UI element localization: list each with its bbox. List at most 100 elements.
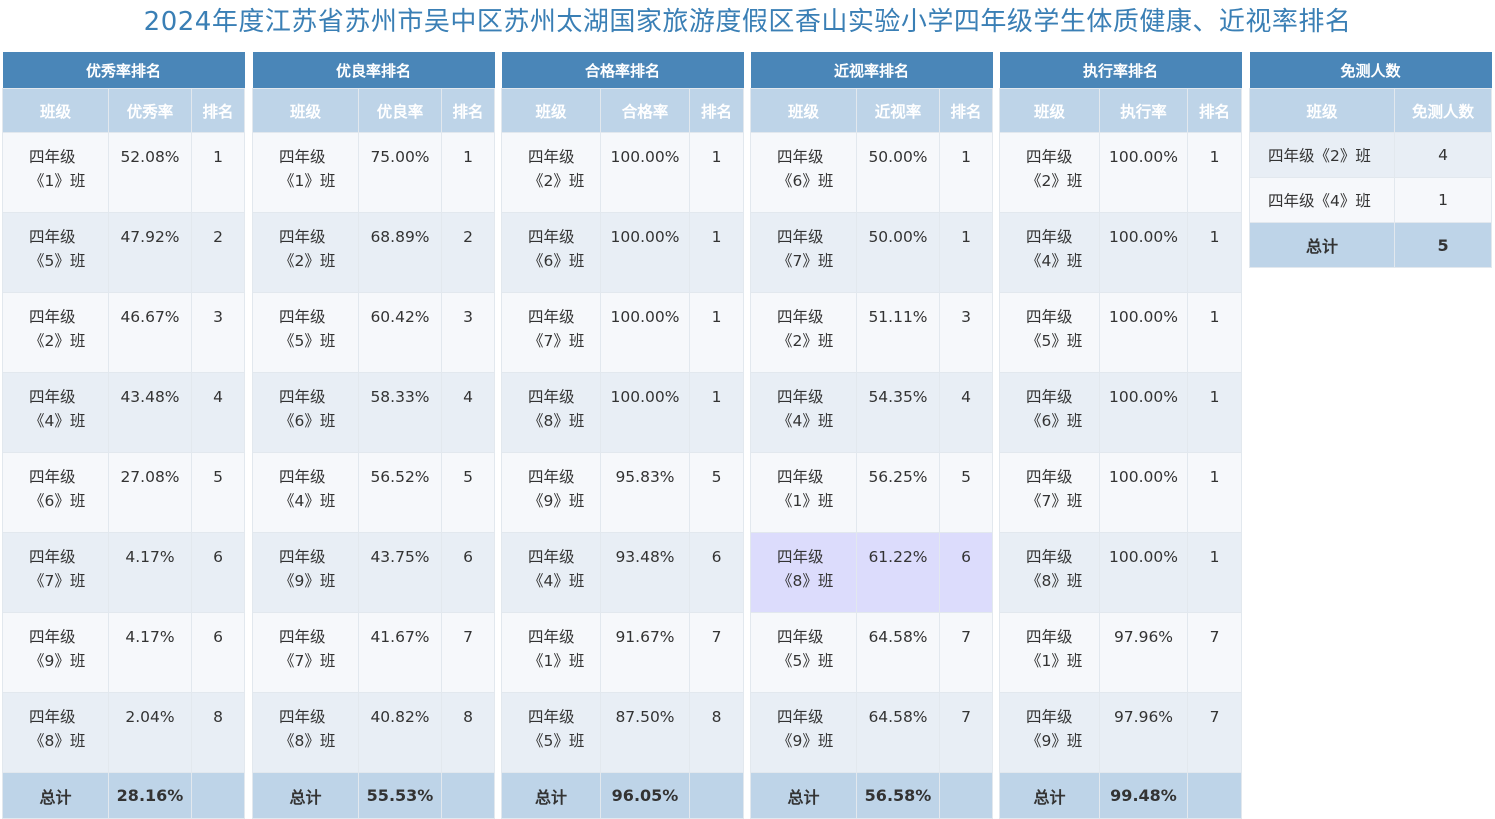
class-name: 四年级 《6》班 xyxy=(501,212,601,293)
class-name: 四年级 《7》班 xyxy=(501,292,601,373)
rank-value: 5 xyxy=(688,452,745,533)
class-name: 四年级 《1》班 xyxy=(999,612,1100,693)
table-row: 四年级 《5》班 64.58% 7 xyxy=(750,612,994,693)
total-row: 总计 5 xyxy=(1249,222,1493,268)
column-header-rate: 近视率 xyxy=(856,88,940,133)
table-row: 四年级 《9》班 4.17% 6 xyxy=(2,612,246,693)
rank-value: 1 xyxy=(688,372,745,453)
rate-value: 56.52% xyxy=(358,452,442,533)
rate-value: 46.67% xyxy=(108,292,192,373)
column-header-rate: 优秀率 xyxy=(108,88,192,133)
column-header-class: 班级 xyxy=(252,88,359,133)
rate-value: 54.35% xyxy=(856,372,940,453)
table-row: 四年级 《5》班 100.00% 1 xyxy=(999,292,1243,373)
ranking-table-myopia: 近视率排名 班级 近视率 排名 四年级 《6》班 50.00% 1 四年级 《7》班 50… xyxy=(750,52,994,819)
rank-value: 1 xyxy=(688,212,745,293)
rank-value: 1 xyxy=(190,132,246,213)
table-row-highlighted: 四年级 《8》班 61.22% 6 xyxy=(750,532,994,613)
table-row: 四年级 《4》班 56.52% 5 xyxy=(252,452,496,533)
exempt-count: 4 xyxy=(1393,132,1493,178)
column-header-class: 班级 xyxy=(2,88,109,133)
rank-value: 1 xyxy=(688,132,745,213)
total-label: 总计 xyxy=(1249,222,1395,268)
class-name: 四年级 《1》班 xyxy=(2,132,109,213)
table-row: 四年级 《4》班 93.48% 6 xyxy=(501,532,745,613)
rate-value: 47.92% xyxy=(108,212,192,293)
rank-value: 6 xyxy=(190,532,246,613)
rank-value: 4 xyxy=(938,372,994,453)
table-row: 四年级 《6》班 100.00% 1 xyxy=(999,372,1243,453)
table-heading: 合格率排名 xyxy=(501,52,744,89)
rank-value: 1 xyxy=(1186,212,1243,293)
rank-value: 5 xyxy=(440,452,496,533)
rate-value: 100.00% xyxy=(1099,132,1188,213)
table-row: 四年级 《1》班 52.08% 1 xyxy=(2,132,246,213)
table-row: 四年级 《2》班 51.11% 3 xyxy=(750,292,994,373)
table-row: 四年级 《5》班 60.42% 3 xyxy=(252,292,496,373)
rate-value: 100.00% xyxy=(600,372,690,453)
ranking-table-execution: 执行率排名 班级 执行率 排名 四年级 《2》班 100.00% 1 四年级 《4》班 1… xyxy=(999,52,1243,819)
total-value: 56.58% xyxy=(856,772,940,819)
column-header-rate: 优良率 xyxy=(358,88,442,133)
rate-value: 100.00% xyxy=(600,292,690,373)
table-row: 四年级 《4》班 100.00% 1 xyxy=(999,212,1243,293)
class-name: 四年级 《9》班 xyxy=(252,532,359,613)
table-heading: 执行率排名 xyxy=(999,52,1242,89)
rank-value: 5 xyxy=(190,452,246,533)
class-name: 四年级 《8》班 xyxy=(999,532,1100,613)
total-value: 99.48% xyxy=(1099,772,1188,819)
ranking-table-good: 优良率排名 班级 优良率 排名 四年级 《1》班 75.00% 1 四年级 《2》班 68… xyxy=(252,52,496,819)
total-row: 总计 99.48% xyxy=(999,772,1243,819)
total-row: 总计 28.16% xyxy=(2,772,246,819)
rate-value: 100.00% xyxy=(1099,212,1188,293)
table-row: 四年级 《8》班 100.00% 1 xyxy=(501,372,745,453)
rate-value: 27.08% xyxy=(108,452,192,533)
class-name: 四年级 《6》班 xyxy=(999,372,1100,453)
rate-value: 58.33% xyxy=(358,372,442,453)
column-header-rank: 排名 xyxy=(938,88,994,133)
rank-value: 7 xyxy=(440,612,496,693)
rank-value: 1 xyxy=(1186,452,1243,533)
column-header-rate: 执行率 xyxy=(1099,88,1188,133)
rank-value: 2 xyxy=(440,212,496,293)
column-header-class: 班级 xyxy=(501,88,601,133)
rank-value: 1 xyxy=(938,212,994,293)
total-label: 总计 xyxy=(252,772,359,819)
column-header-rank: 排名 xyxy=(1186,88,1243,133)
rate-value: 60.42% xyxy=(358,292,442,373)
table-row: 四年级 《7》班 50.00% 1 xyxy=(750,212,994,293)
rank-value: 3 xyxy=(440,292,496,373)
total-row: 总计 55.53% xyxy=(252,772,496,819)
class-name: 四年级 《5》班 xyxy=(750,612,857,693)
rate-value: 100.00% xyxy=(1099,292,1188,373)
total-value: 55.53% xyxy=(358,772,442,819)
total-row: 总计 56.58% xyxy=(750,772,994,819)
exempt-count: 1 xyxy=(1393,177,1493,223)
column-header-class: 班级 xyxy=(750,88,857,133)
table-heading: 优良率排名 xyxy=(252,52,495,89)
rate-value: 41.67% xyxy=(358,612,442,693)
class-name: 四年级《2》班 xyxy=(999,132,1100,213)
class-name: 四年级 《7》班 xyxy=(252,612,359,693)
column-header-exempt-count: 免测人数 xyxy=(1393,88,1493,133)
rank-value: 6 xyxy=(938,532,994,613)
total-value: 96.05% xyxy=(600,772,690,819)
rank-value: 1 xyxy=(938,132,994,213)
table-heading: 近视率排名 xyxy=(750,52,993,89)
table-heading: 优秀率排名 xyxy=(2,52,245,89)
column-header-class: 班级 xyxy=(999,88,1100,133)
table-row: 四年级 《2》班 46.67% 3 xyxy=(2,292,246,373)
table-row: 四年级 《1》班 56.25% 5 xyxy=(750,452,994,533)
rate-value: 43.75% xyxy=(358,532,442,613)
class-name: 四年级 《6》班 xyxy=(252,372,359,453)
rank-value: 6 xyxy=(440,532,496,613)
total-label: 总计 xyxy=(501,772,601,819)
rate-value: 100.00% xyxy=(1099,532,1188,613)
rate-value: 4.17% xyxy=(108,532,192,613)
rank-value: 4 xyxy=(440,372,496,453)
table-row: 四年级 《7》班 4.17% 6 xyxy=(2,532,246,613)
table-row: 四年级《4》班 1 xyxy=(1249,177,1493,223)
rank-value: 1 xyxy=(688,292,745,373)
rank-value: 7 xyxy=(688,612,745,693)
rank-value: 1 xyxy=(1186,372,1243,453)
